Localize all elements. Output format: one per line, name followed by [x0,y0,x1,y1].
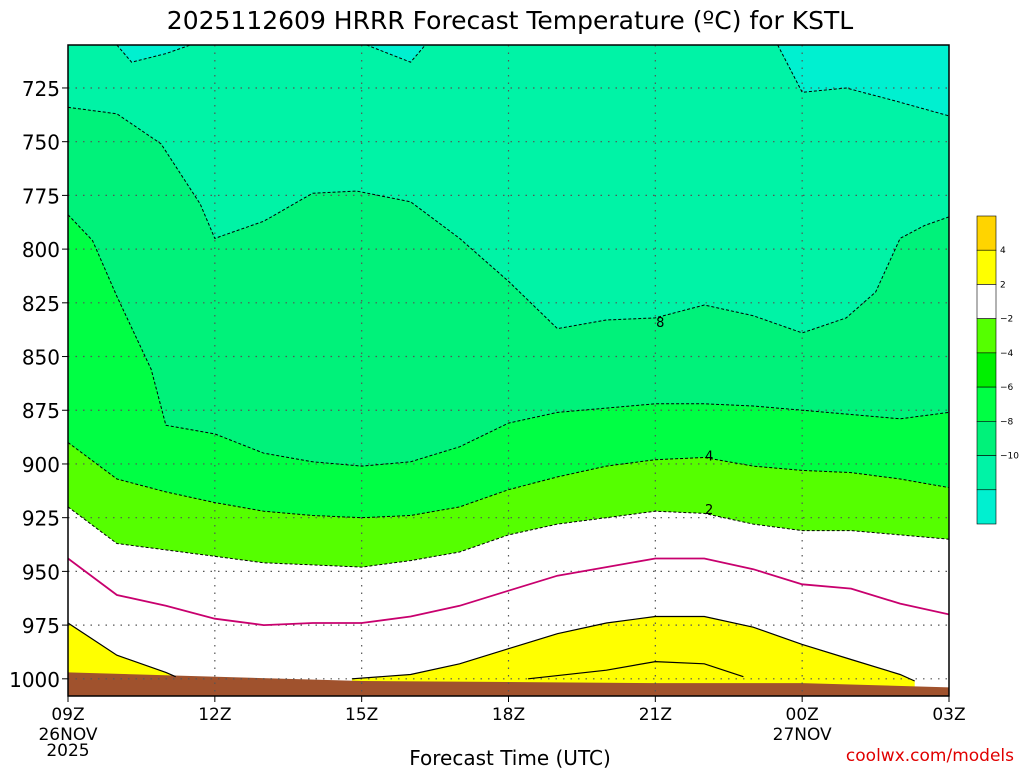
colorbar-swatch [976,455,997,491]
colorbar-label: −6 [1000,383,1014,393]
x-tick-label: 09Z [51,705,84,725]
colorbar-label: 2 [1000,280,1006,290]
contour-label: 8 [656,316,664,331]
x-tick-label: 21Z [639,705,672,725]
colorbar-swatch [976,386,997,422]
y-tick-label: 775 [22,184,60,208]
y-tick-label: 725 [22,77,60,101]
credit-link[interactable]: coolwx.com/models [846,746,1014,766]
isotherm-p2-left [68,622,176,678]
isotherm-m10c [777,45,949,117]
y-tick-label: 800 [22,238,60,262]
fill-band-below-minus10-c [777,45,949,116]
y-tick-label: 1000 [9,668,60,692]
y-tick-label: 900 [22,453,60,477]
y-tick-label: 825 [22,292,60,316]
colorbar-swatch [976,489,997,525]
isotherm-p4-mid [528,660,744,680]
contour-label: 4 [705,449,713,464]
colorbar-label: −10 [1000,452,1019,462]
ground-surface [68,672,949,696]
fill-band-above-2-mid [351,616,915,696]
y-tick-label: 950 [22,560,60,584]
y-tick-label: 850 [22,346,60,370]
colorbar-swatch [976,284,997,319]
colorbar-label: −4 [1000,349,1014,359]
x-tick-date: 27NOV [773,725,832,745]
fill-band-below-minus10-b [366,45,426,63]
colorbar-swatch [976,421,997,456]
isotherm-zero [68,557,949,627]
x-tick-label: 00Z [786,705,819,725]
colorbar-swatch [976,318,997,354]
x-tick-label: 18Z [492,705,525,725]
contour-labels: 8 4 2 [656,316,713,518]
isotherm-m8 [68,106,949,334]
temperature-fill-layer [68,45,949,696]
y-tick-label: 925 [22,507,60,531]
y-tick-label: 975 [22,614,60,638]
contour-label: 2 [705,503,713,518]
colorbar-label: 4 [1000,246,1006,256]
colorbar-swatch [976,215,997,251]
colorbar-swatch [976,352,997,388]
color-scale-legend: 4 2 −2 −4 −6 −8 −10 [976,215,1019,525]
x-axis-title: Forecast Time (UTC) [409,746,611,768]
y-axis-ticks: 725 750 775 800 825 850 875 900 925 950 975 1000 [9,77,68,692]
isotherm-m2 [68,506,949,568]
y-tick-label: 750 [22,131,60,155]
colorbar-label: −8 [1000,417,1014,427]
x-tick-label: 03Z [932,705,965,725]
x-tick-label: 15Z [345,705,378,725]
isotherm-p2-mid [351,615,915,682]
fill-band-below-minus10-a [116,45,191,63]
isotherm-m10 [116,45,191,63]
colorbar-swatch [976,249,997,285]
x-tick-date: 26NOV [38,725,97,745]
isotherm-m10b [366,45,426,63]
colorbar-label: −2 [1000,315,1013,325]
x-tick-year: 2025 [46,741,89,761]
x-tick-label: 12Z [198,705,231,725]
isotherm-m4 [68,442,949,519]
isotherm-m6 [68,214,949,467]
isotherm-lines [68,45,949,682]
chart-title: 2025112609 HRRR Forecast Temperature (ºC… [167,6,853,35]
y-tick-label: 875 [22,399,60,423]
